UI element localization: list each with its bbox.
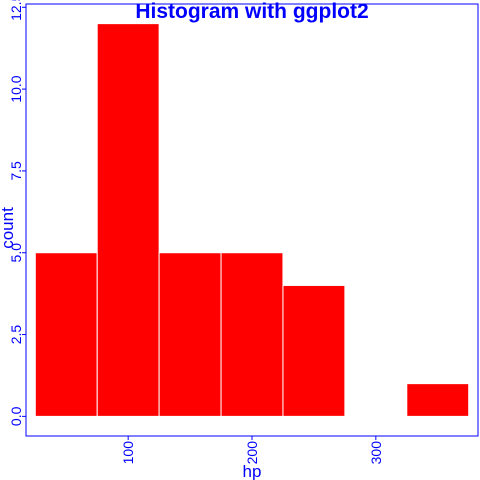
bars-layer bbox=[34, 23, 470, 417]
histogram-bar bbox=[96, 23, 160, 417]
y-axis-title: count bbox=[0, 207, 17, 249]
histogram-bar bbox=[406, 383, 470, 417]
y-tick-label: 5.0 bbox=[8, 243, 24, 263]
y-tick-label: 7.5 bbox=[8, 161, 24, 181]
chart-title: Histogram with ggplot2 bbox=[135, 0, 368, 23]
x-axis-ticks: 100 200 300 bbox=[120, 436, 384, 464]
y-tick-label: 2.5 bbox=[8, 325, 24, 345]
histogram-bar bbox=[158, 252, 222, 417]
y-tick-label: 10.0 bbox=[8, 75, 24, 102]
y-axis-ticks: 0.0 2.5 5.0 7.5 10.0 12.5 bbox=[8, 0, 26, 426]
x-tick-label: 200 bbox=[244, 441, 260, 465]
histogram-bar bbox=[34, 252, 98, 417]
x-tick-label: 300 bbox=[368, 441, 384, 465]
histogram-bar bbox=[220, 252, 284, 417]
y-tick-label: 12.5 bbox=[8, 0, 24, 21]
x-tick-label: 100 bbox=[120, 441, 136, 465]
x-axis-title: hp bbox=[243, 462, 262, 480]
y-tick-label: 0.0 bbox=[8, 406, 24, 426]
histogram-bar bbox=[282, 284, 346, 417]
